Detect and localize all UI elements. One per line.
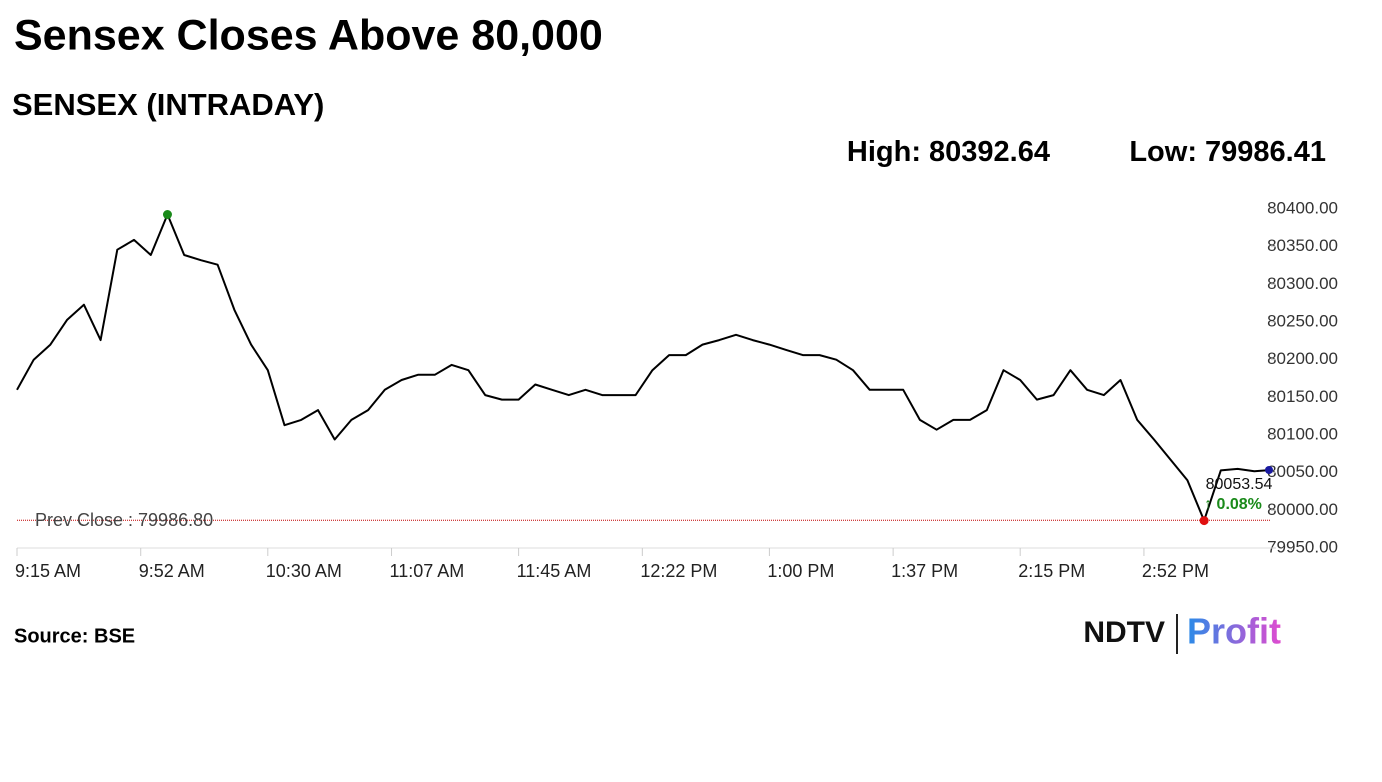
stat-label: High: (847, 136, 921, 168)
x-tick-label: 2:15 PM (1018, 561, 1085, 581)
y-tick-label: 80350.00 (1267, 236, 1338, 255)
logo-profit: Profit (1187, 611, 1281, 652)
y-tick-label: 80200.00 (1267, 349, 1338, 368)
x-tick-label: 12:22 PM (640, 561, 717, 581)
subtitle: SENSEX (INTRADAY) (12, 87, 324, 122)
last-value-label: 80053.54 (1206, 476, 1273, 493)
y-tick-label: 79950.00 (1267, 537, 1338, 556)
source: Source: BSE (14, 625, 135, 647)
high-marker (162, 210, 172, 220)
y-tick-label: 80300.00 (1267, 274, 1338, 293)
stat-label: Low: (1129, 136, 1197, 168)
y-tick-label: 80250.00 (1267, 311, 1338, 330)
y-tick-label: 80050.00 (1267, 462, 1338, 481)
prev-close-label: Prev Close : 79986.80 (35, 510, 213, 530)
y-tick-label: 80000.00 (1267, 500, 1338, 519)
x-tick-label: 2:52 PM (1142, 561, 1209, 581)
change-label: ↑ 0.08% (1204, 496, 1262, 513)
y-tick-label: 80400.00 (1267, 198, 1338, 217)
title: Sensex Closes Above 80,000 (14, 11, 603, 59)
y-tick-label: 80100.00 (1267, 424, 1338, 443)
stat-value: 80392.64 (921, 136, 1050, 168)
x-tick-label: 9:52 AM (139, 561, 205, 581)
y-tick-label: 80150.00 (1267, 387, 1338, 406)
x-tick-label: 10:30 AM (266, 561, 342, 581)
price-line (16, 213, 1272, 522)
stat: Low: 79986.41 (1129, 136, 1326, 168)
x-tick-label: 11:07 AM (390, 561, 465, 581)
x-tick-label: 1:37 PM (891, 561, 958, 581)
x-tick-label: 9:15 AM (15, 561, 81, 581)
x-tick-label: 1:00 PM (767, 561, 834, 581)
stat-value: 79986.41 (1197, 136, 1326, 168)
low-marker (1199, 516, 1209, 526)
last-marker (1265, 465, 1273, 474)
stat: High: 80392.64 (847, 136, 1050, 168)
x-tick-label: 11:45 AM (517, 561, 592, 581)
logo-ndtv: NDTV (1083, 616, 1165, 649)
